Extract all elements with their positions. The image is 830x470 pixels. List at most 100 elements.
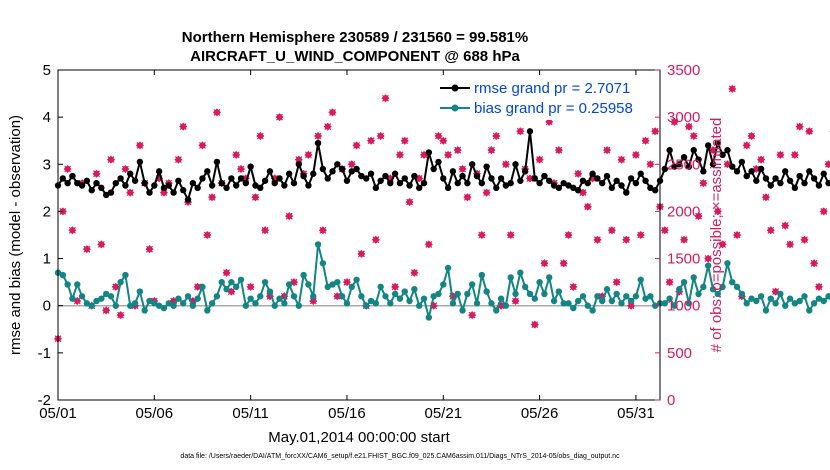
bias-point <box>155 302 163 309</box>
bias-point <box>305 281 312 288</box>
bias-point <box>483 288 490 295</box>
rmse-point <box>329 168 336 175</box>
bias-point <box>449 300 457 307</box>
bias-point <box>420 295 428 302</box>
bias-point <box>493 307 500 314</box>
obs-assimilated-marker <box>343 278 351 286</box>
bias-point <box>512 290 519 298</box>
obs-assimilated-marker <box>560 259 568 267</box>
bias-point <box>122 271 129 279</box>
rmse-point <box>473 172 481 180</box>
bias-point <box>464 290 471 298</box>
bias-point <box>743 300 750 307</box>
rmse-point <box>493 184 500 192</box>
plot-area <box>58 70 660 400</box>
rmse-point <box>416 184 423 192</box>
bias-point <box>782 302 789 309</box>
bias-point <box>252 300 259 307</box>
rmse-point <box>526 128 534 135</box>
obs-assimilated-marker <box>468 311 476 319</box>
obs-assimilated-marker <box>357 250 365 258</box>
obs-assimilated-marker <box>719 241 727 248</box>
obs-assimilated-marker <box>64 165 72 173</box>
obs-assimilated-marker <box>83 245 91 253</box>
bias-point <box>820 297 827 305</box>
obs-assimilated-marker <box>382 94 389 102</box>
rmse-point <box>401 175 408 182</box>
rmse-point <box>141 179 148 187</box>
rmse-point <box>208 182 216 189</box>
bias-point <box>632 293 640 300</box>
rmse-point <box>651 187 659 194</box>
rmse-point <box>194 184 201 192</box>
obs-assimilated-marker <box>762 193 770 201</box>
rmse-point <box>377 177 384 184</box>
rmse-line <box>57 131 830 203</box>
rmse-point <box>700 168 707 175</box>
bias-point <box>599 297 606 305</box>
obs-assimilated-marker <box>146 245 153 253</box>
rmse-point <box>232 182 240 189</box>
obs-assimilated-marker <box>319 226 327 234</box>
rmse-point <box>806 168 813 175</box>
rmse-point <box>666 146 673 154</box>
rmse-point <box>680 154 688 161</box>
obs-assimilated-marker <box>531 321 539 328</box>
rmse-point <box>464 179 471 187</box>
rmse-point <box>497 175 505 182</box>
bias-point <box>685 300 693 307</box>
rmse-point <box>367 170 375 177</box>
bias-point <box>358 293 365 300</box>
bias-point <box>468 281 476 288</box>
bias-point <box>353 276 360 283</box>
rmse-point <box>189 179 197 187</box>
bias-point <box>189 302 197 309</box>
obs-assimilated-marker <box>406 198 413 206</box>
obs-assimilated-marker <box>492 132 500 140</box>
bias-point <box>627 297 635 305</box>
rmse-point <box>483 163 490 170</box>
bias-point <box>618 300 625 307</box>
rmse-point <box>305 182 312 189</box>
obs-assimilated-marker <box>348 160 356 168</box>
rmse-point <box>791 184 799 192</box>
bias-point <box>570 304 577 312</box>
obs-assimilated-marker <box>194 283 202 291</box>
bias-point <box>213 293 221 300</box>
obs-assimilated-marker <box>353 142 361 149</box>
rmse-point <box>449 168 457 175</box>
bias-point <box>772 300 779 307</box>
obs-assimilated-marker <box>603 146 611 154</box>
obs-assimilated-marker <box>223 269 230 277</box>
obs-assimilated-marker <box>791 151 799 159</box>
legend: rmse grand pr = 2.7071 bias grand pr = 0… <box>435 78 645 120</box>
obs-assimilated-marker <box>540 259 548 267</box>
bias-point <box>791 300 799 307</box>
rmse-point <box>127 170 134 177</box>
bias-point <box>719 283 726 291</box>
obs-assimilated-marker <box>825 160 830 168</box>
bias-point <box>594 293 601 300</box>
rmse-point <box>348 168 355 175</box>
obs-assimilated-marker <box>372 236 380 244</box>
bias-point <box>396 295 404 302</box>
obs-assimilated-marker <box>757 156 765 163</box>
rmse-point <box>170 189 177 196</box>
bias-point <box>334 278 341 286</box>
rmse-point <box>117 175 124 182</box>
bias-point <box>98 295 105 302</box>
bias-point <box>165 300 172 307</box>
bias-point <box>488 300 495 307</box>
bias-point <box>146 297 153 305</box>
rmse-point <box>435 158 442 166</box>
obs-assimilated-marker <box>536 156 544 163</box>
obs-assimilated-marker <box>646 160 654 168</box>
obs-assimilated-marker <box>820 208 828 215</box>
obs-assimilated-marker <box>126 189 134 196</box>
bias-point <box>608 297 616 305</box>
rmse-point <box>613 177 620 184</box>
obs-assimilated-marker <box>666 278 674 286</box>
obs-assimilated-marker <box>622 236 630 244</box>
obs-assimilated-marker <box>396 151 404 159</box>
obs-assimilated-marker <box>454 146 462 154</box>
